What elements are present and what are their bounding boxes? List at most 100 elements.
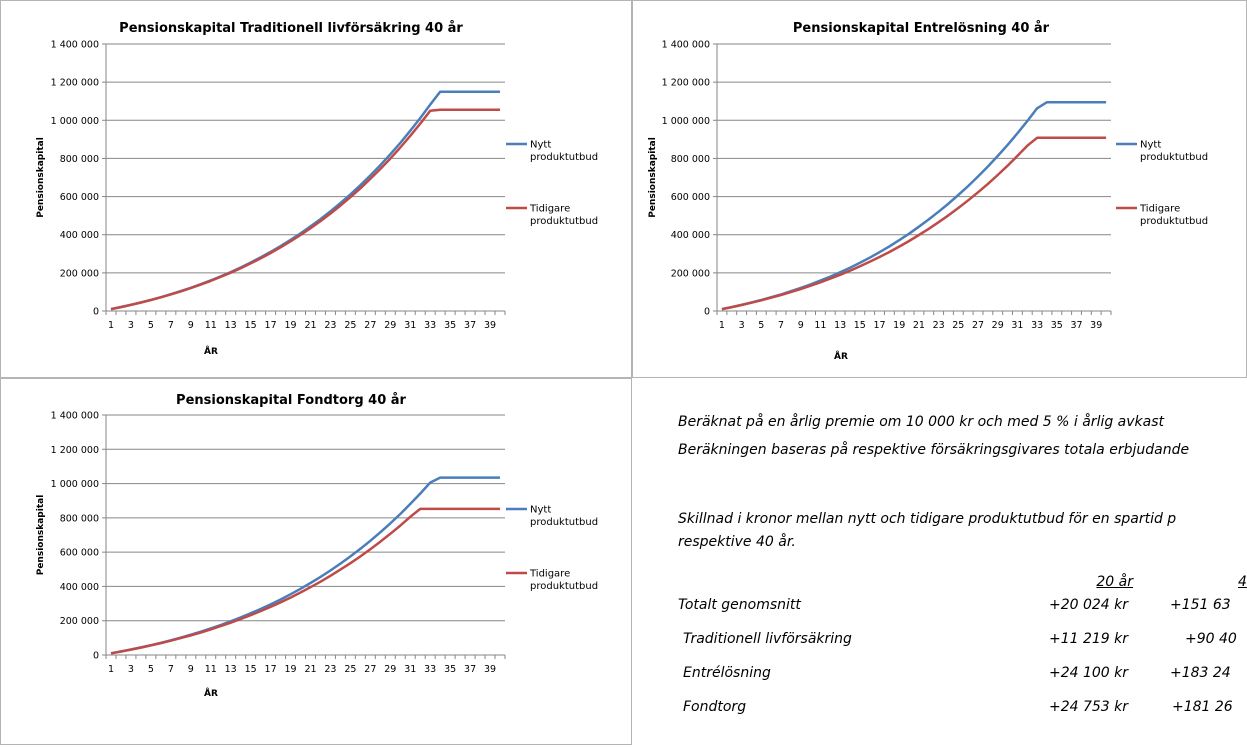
x-tick-label: 15 (245, 664, 257, 675)
legend-nytt-label-2: produktutbud (1140, 152, 1208, 163)
y-tick-label: 0 (704, 307, 710, 318)
x-tick-label: 11 (814, 320, 826, 331)
x-tick-label: 9 (798, 320, 804, 331)
x-tick-label: 37 (464, 320, 476, 331)
note-premium: Beräknat på en årlig premie om 10 000 kr… (678, 414, 1165, 430)
x-tick-label: 11 (205, 664, 217, 675)
x-tick-label: 31 (404, 320, 416, 331)
chart-panel-traditionell: Pensionskapital Traditionell livförsäkri… (0, 0, 632, 378)
x-tick-label: 19 (284, 664, 296, 675)
x-tick-label: 37 (464, 664, 476, 675)
row-v20-fondtorg: +24 753 kr (1048, 699, 1128, 715)
x-tick-label: 19 (284, 320, 296, 331)
y-tick-label: 400 000 (60, 230, 99, 241)
x-tick-label: 9 (188, 320, 194, 331)
x-tick-label: 3 (128, 320, 134, 331)
chart-entrelosning: Pensionskapital Entrelösning 40 år 0 200 0… (648, 21, 1208, 362)
x-tick-label: 1 (719, 320, 725, 331)
x-tick-label: 19 (893, 320, 905, 331)
series-line-nytt (721, 100, 1107, 311)
legend-nytt-label: Nytt (530, 505, 551, 516)
y-tick-label: 400 000 (60, 582, 99, 593)
row-v40-entrelosning: +183 24 (1170, 665, 1231, 681)
row-label-total: Totalt genomsnitt (678, 597, 801, 613)
legend-tidigare-label: Tidigare (529, 204, 570, 215)
x-axis-label: ÅR (204, 346, 218, 357)
y-tick-label: 800 000 (60, 154, 99, 165)
x-tick-label: 1 (108, 320, 114, 331)
legend-nytt-label: Nytt (1140, 140, 1161, 151)
col-header-40: 4 (1238, 574, 1247, 590)
y-tick-label: 600 000 (60, 548, 99, 559)
x-tick-label: 9 (188, 664, 194, 675)
x-tick-label: 31 (1011, 320, 1023, 331)
x-tick-label: 21 (304, 664, 316, 675)
y-tick-label: 200 000 (671, 268, 710, 279)
x-tick-label: 3 (128, 664, 134, 675)
x-tick-label: 25 (952, 320, 964, 331)
x-tick-label: 39 (484, 320, 496, 331)
x-tick-label: 27 (364, 664, 376, 675)
x-tick-label: 23 (324, 664, 336, 675)
x-tick-label: 13 (834, 320, 846, 331)
y-tick-label: 400 000 (671, 230, 710, 241)
chart-panel-fondtorg: Pensionskapital Fondtorg 40 år 0 200 000 40… (0, 378, 632, 745)
x-tick-label: 25 (344, 320, 356, 331)
series-line-nytt (110, 90, 500, 311)
row-v20-total: +20 024 kr (1048, 597, 1128, 613)
x-tick-label: 5 (148, 320, 154, 331)
series-line-tidigare (721, 136, 1107, 311)
series-line-nytt (110, 476, 500, 655)
x-tick-label: 3 (739, 320, 745, 331)
x-tick-label: 15 (245, 320, 257, 331)
note-basis: Beräkningen baseras på respektive försäk… (678, 442, 1190, 458)
row-v40-fondtorg: +181 26 (1172, 699, 1233, 715)
row-v40-total: +151 63 (1170, 597, 1231, 613)
x-tick-label: 35 (444, 320, 456, 331)
legend-nytt-label-2: produktutbud (530, 152, 598, 163)
x-tick-label: 33 (424, 320, 436, 331)
y-tick-label: 0 (93, 651, 99, 662)
y-tick-label: 200 000 (60, 268, 99, 279)
x-tick-label: 1 (108, 664, 114, 675)
chart-panel-entrelosning: Pensionskapital Entrelösning 40 år 0 200 0… (632, 0, 1247, 378)
x-tick-label: 13 (225, 320, 237, 331)
y-axis-label: Pensionskapital (36, 495, 46, 576)
x-tick-label: 31 (404, 664, 416, 675)
y-tick-label: 800 000 (60, 513, 99, 524)
x-axis-label: ÅR (834, 351, 848, 362)
y-tick-label: 1 000 000 (51, 479, 99, 490)
x-tick-label: 33 (424, 664, 436, 675)
note-difference: Skillnad i kronor mellan nytt och tidiga… (678, 511, 1177, 527)
legend-tidigare-label-2: produktutbud (530, 216, 598, 227)
x-tick-label: 5 (758, 320, 764, 331)
row-label-traditionell: Traditionell livförsäkring (683, 631, 852, 647)
note-difference-cont: respektive 40 år. (678, 534, 796, 550)
x-tick-label: 7 (168, 664, 174, 675)
y-tick-label: 1 200 000 (662, 78, 710, 89)
x-tick-label: 35 (444, 664, 456, 675)
x-tick-label: 29 (992, 320, 1004, 331)
x-tick-label: 17 (265, 664, 277, 675)
y-axis-label: Pensionskapital (648, 137, 658, 218)
legend-tidigare-label: Tidigare (1139, 204, 1180, 215)
x-tick-label: 5 (148, 664, 154, 675)
x-tick-label: 29 (384, 320, 396, 331)
x-tick-label: 23 (933, 320, 945, 331)
y-tick-label: 1 400 000 (51, 40, 99, 51)
x-tick-label: 29 (384, 664, 396, 675)
x-tick-label: 39 (1090, 320, 1102, 331)
y-axis-label: Pensionskapital (36, 137, 46, 218)
x-tick-label: 37 (1070, 320, 1082, 331)
row-label-entrelosning: Entrélösning (683, 665, 771, 681)
row-v40-traditionell: +90 40 (1185, 631, 1237, 647)
y-tick-label: 1 400 000 (51, 411, 99, 422)
x-tick-label: 21 (913, 320, 925, 331)
x-tick-label: 21 (304, 320, 316, 331)
legend-nytt-label: Nytt (530, 140, 551, 151)
series-line-tidigare (110, 507, 500, 655)
row-label-fondtorg: Fondtorg (683, 699, 747, 715)
col-header-20: 20 år (1096, 574, 1133, 590)
y-tick-label: 1 200 000 (51, 445, 99, 456)
legend-tidigare-label: Tidigare (529, 569, 570, 580)
